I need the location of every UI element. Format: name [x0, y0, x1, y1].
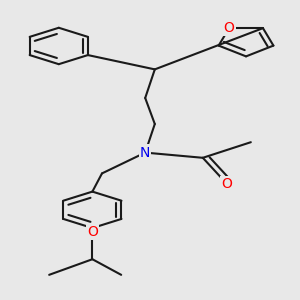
Text: O: O: [221, 177, 232, 191]
Text: N: N: [140, 146, 150, 160]
Text: O: O: [224, 21, 235, 35]
Text: O: O: [87, 225, 98, 239]
